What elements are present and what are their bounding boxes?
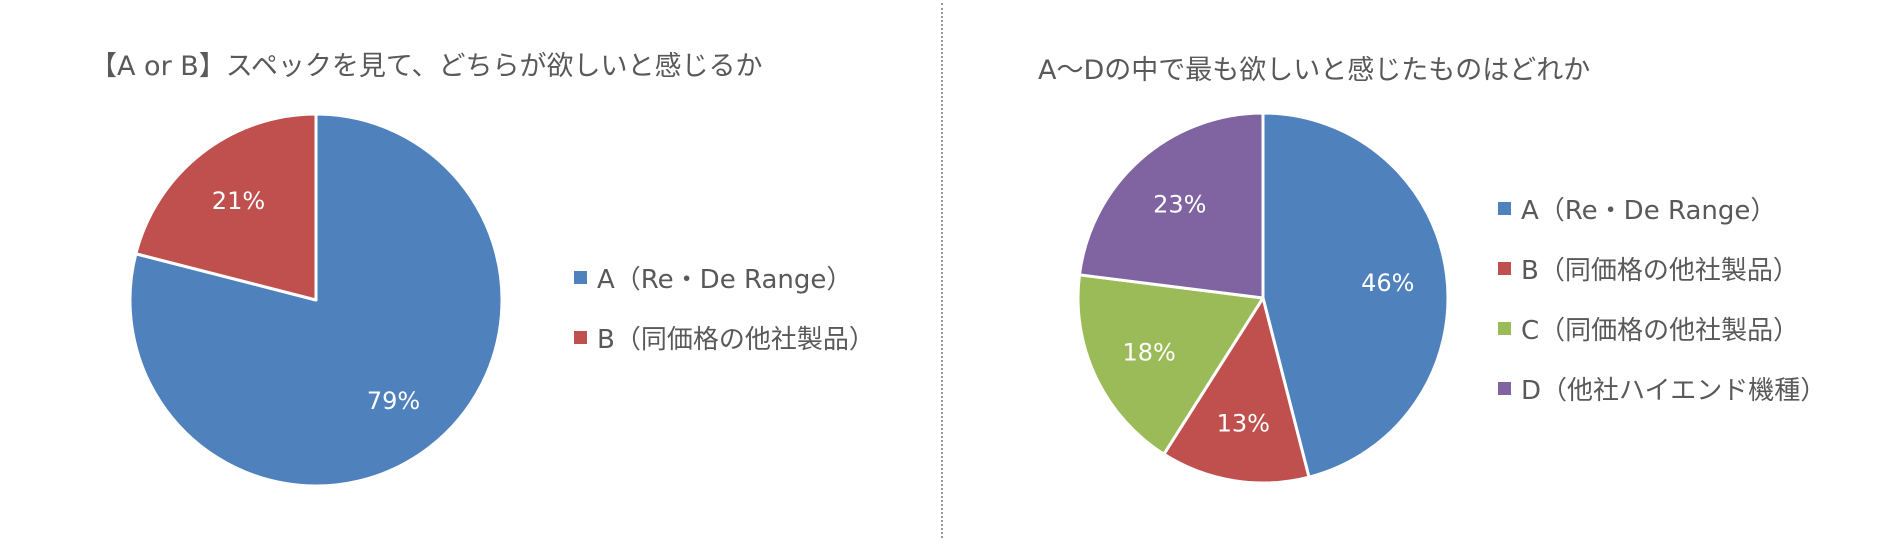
legend-swatch-c (1498, 321, 1511, 335)
chart-panel-right: A～Dの中で最も欲しいと感じたものはどれか 46% 13% 18% 23% A（Re・… (943, 0, 1900, 541)
legend-item-a: A（Re・De Range） (1498, 193, 1826, 226)
legend-item-c: C（同価格の他社製品） (1498, 313, 1826, 346)
legend-swatch-b (574, 330, 587, 344)
pie-data-label: 13% (1217, 409, 1270, 437)
legend-label-c: C（同価格の他社製品） (1521, 315, 1800, 346)
legend-swatch-a (574, 270, 587, 284)
dotted-divider (941, 3, 943, 538)
pie-data-label: 23% (1153, 191, 1206, 219)
pie-data-label: 79% (367, 387, 420, 415)
pie-slice (1077, 111, 1265, 300)
legend-item-b: B（同価格の他社製品） (1498, 253, 1826, 286)
chart-title-right: A～Dの中で最も欲しいと感じたものはどれか (1038, 55, 1591, 86)
pie-data-label: 18% (1123, 339, 1176, 367)
pie-slice (1162, 296, 1311, 485)
pie-chart-left: 79% 21% (128, 112, 504, 488)
legend-item-b: B（同価格の他社製品） (574, 322, 875, 355)
legend-label-b: B（同価格の他社製品） (1521, 255, 1799, 286)
legend-item-d: D（他社ハイエンド機種） (1498, 373, 1826, 406)
chart-title-left: 【A or B】スペックを見て、どちらが欲しいと感じるか (90, 51, 763, 82)
legend-item-a: A（Re・De Range） (574, 262, 875, 295)
legend-left: A（Re・De Range） B（同価格の他社製品） (574, 262, 875, 382)
legend-label-a: A（Re・De Range） (1521, 195, 1777, 226)
pie-slice (1261, 111, 1450, 479)
pie-data-label: 46% (1361, 269, 1414, 297)
legend-label-d: D（他社ハイエンド機種） (1521, 375, 1827, 406)
legend-label-a: A（Re・De Range） (597, 264, 853, 295)
pie-slice (1076, 273, 1265, 456)
legend-label-b: B（同価格の他社製品） (597, 324, 875, 355)
pie-data-label: 21% (212, 187, 265, 215)
legend-swatch-b (1498, 261, 1511, 275)
pie-slice (134, 112, 318, 302)
chart-panel-left: 【A or B】スペックを見て、どちらが欲しいと感じるか 79% 21% A（Re… (0, 0, 942, 541)
legend-swatch-a (1498, 201, 1511, 215)
pie-chart-right: 46% 13% 18% 23% (1076, 111, 1450, 485)
legend-swatch-d (1498, 381, 1511, 395)
legend-right: A（Re・De Range） B（同価格の他社製品） C（同価格の他社製品） D… (1498, 193, 1826, 433)
